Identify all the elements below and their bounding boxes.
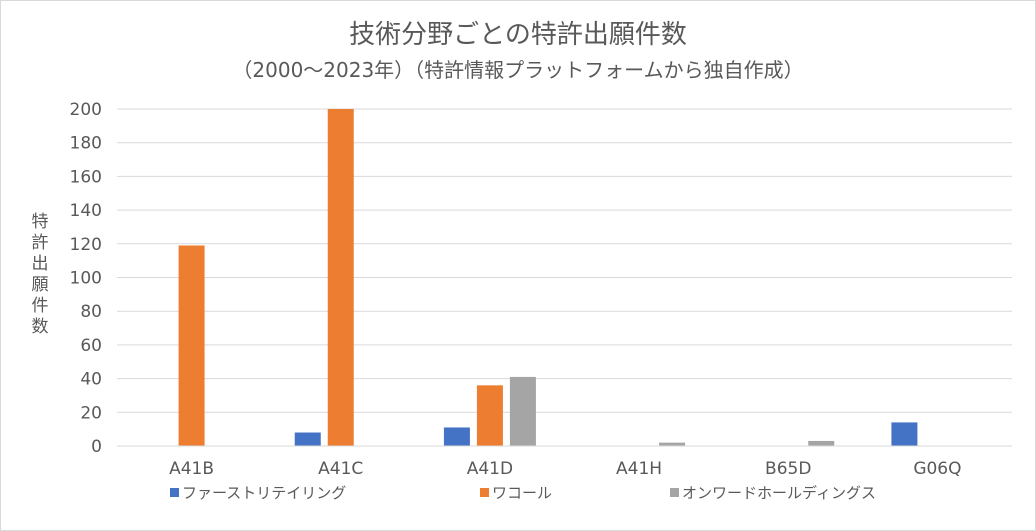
bar: [178, 245, 205, 446]
legend-label: ファーストリテイリング: [182, 484, 347, 502]
y-tick-label: 100: [70, 269, 102, 289]
bar: [659, 442, 686, 446]
bar: [476, 385, 503, 446]
bar: [509, 376, 536, 446]
bar: [891, 422, 918, 446]
bar: [327, 109, 354, 446]
x-tick-label: A41C: [318, 459, 363, 479]
legend-item-onward: オンワードホールディングス: [670, 482, 876, 503]
y-tick-label: 160: [70, 167, 102, 187]
legend-swatch: [480, 488, 489, 497]
y-tick-label: 120: [70, 235, 102, 255]
bar: [294, 432, 321, 446]
y-tick-label: 80: [80, 302, 102, 322]
x-tick-label: B65D: [765, 459, 811, 479]
x-tick-label: A41H: [616, 459, 662, 479]
legend-label: ワコール: [492, 484, 553, 502]
legend: ファーストリテイリング ワコール オンワードホールディングス: [0, 482, 1036, 504]
legend-label: オンワードホールディングス: [682, 484, 876, 502]
bar: [443, 427, 470, 446]
y-tick-label: 0: [91, 437, 102, 457]
y-tick-label: 20: [80, 403, 102, 423]
chart-title: 技術分野ごとの特許出願件数: [349, 20, 687, 50]
legend-item-fastretailing: ファーストリテイリング: [170, 482, 346, 503]
bar: [808, 440, 835, 446]
y-tick-label: 40: [80, 370, 102, 390]
y-tick-label: 60: [80, 336, 102, 356]
x-tick-label: A41D: [467, 459, 513, 479]
x-tick-label: G06Q: [913, 459, 961, 479]
legend-swatch: [170, 488, 179, 497]
y-tick-label: 140: [70, 201, 102, 221]
chart-subtitle: （2000～2023年）（特許情報プラットフォームから独自作成）: [232, 58, 804, 82]
y-tick-label: 180: [70, 134, 102, 154]
y-axis-label: 特許出願件数: [31, 212, 49, 337]
x-tick-label: A41B: [169, 459, 214, 479]
legend-swatch: [670, 488, 679, 497]
legend-item-wacoal: ワコール: [480, 482, 552, 503]
y-tick-label: 200: [70, 100, 102, 120]
